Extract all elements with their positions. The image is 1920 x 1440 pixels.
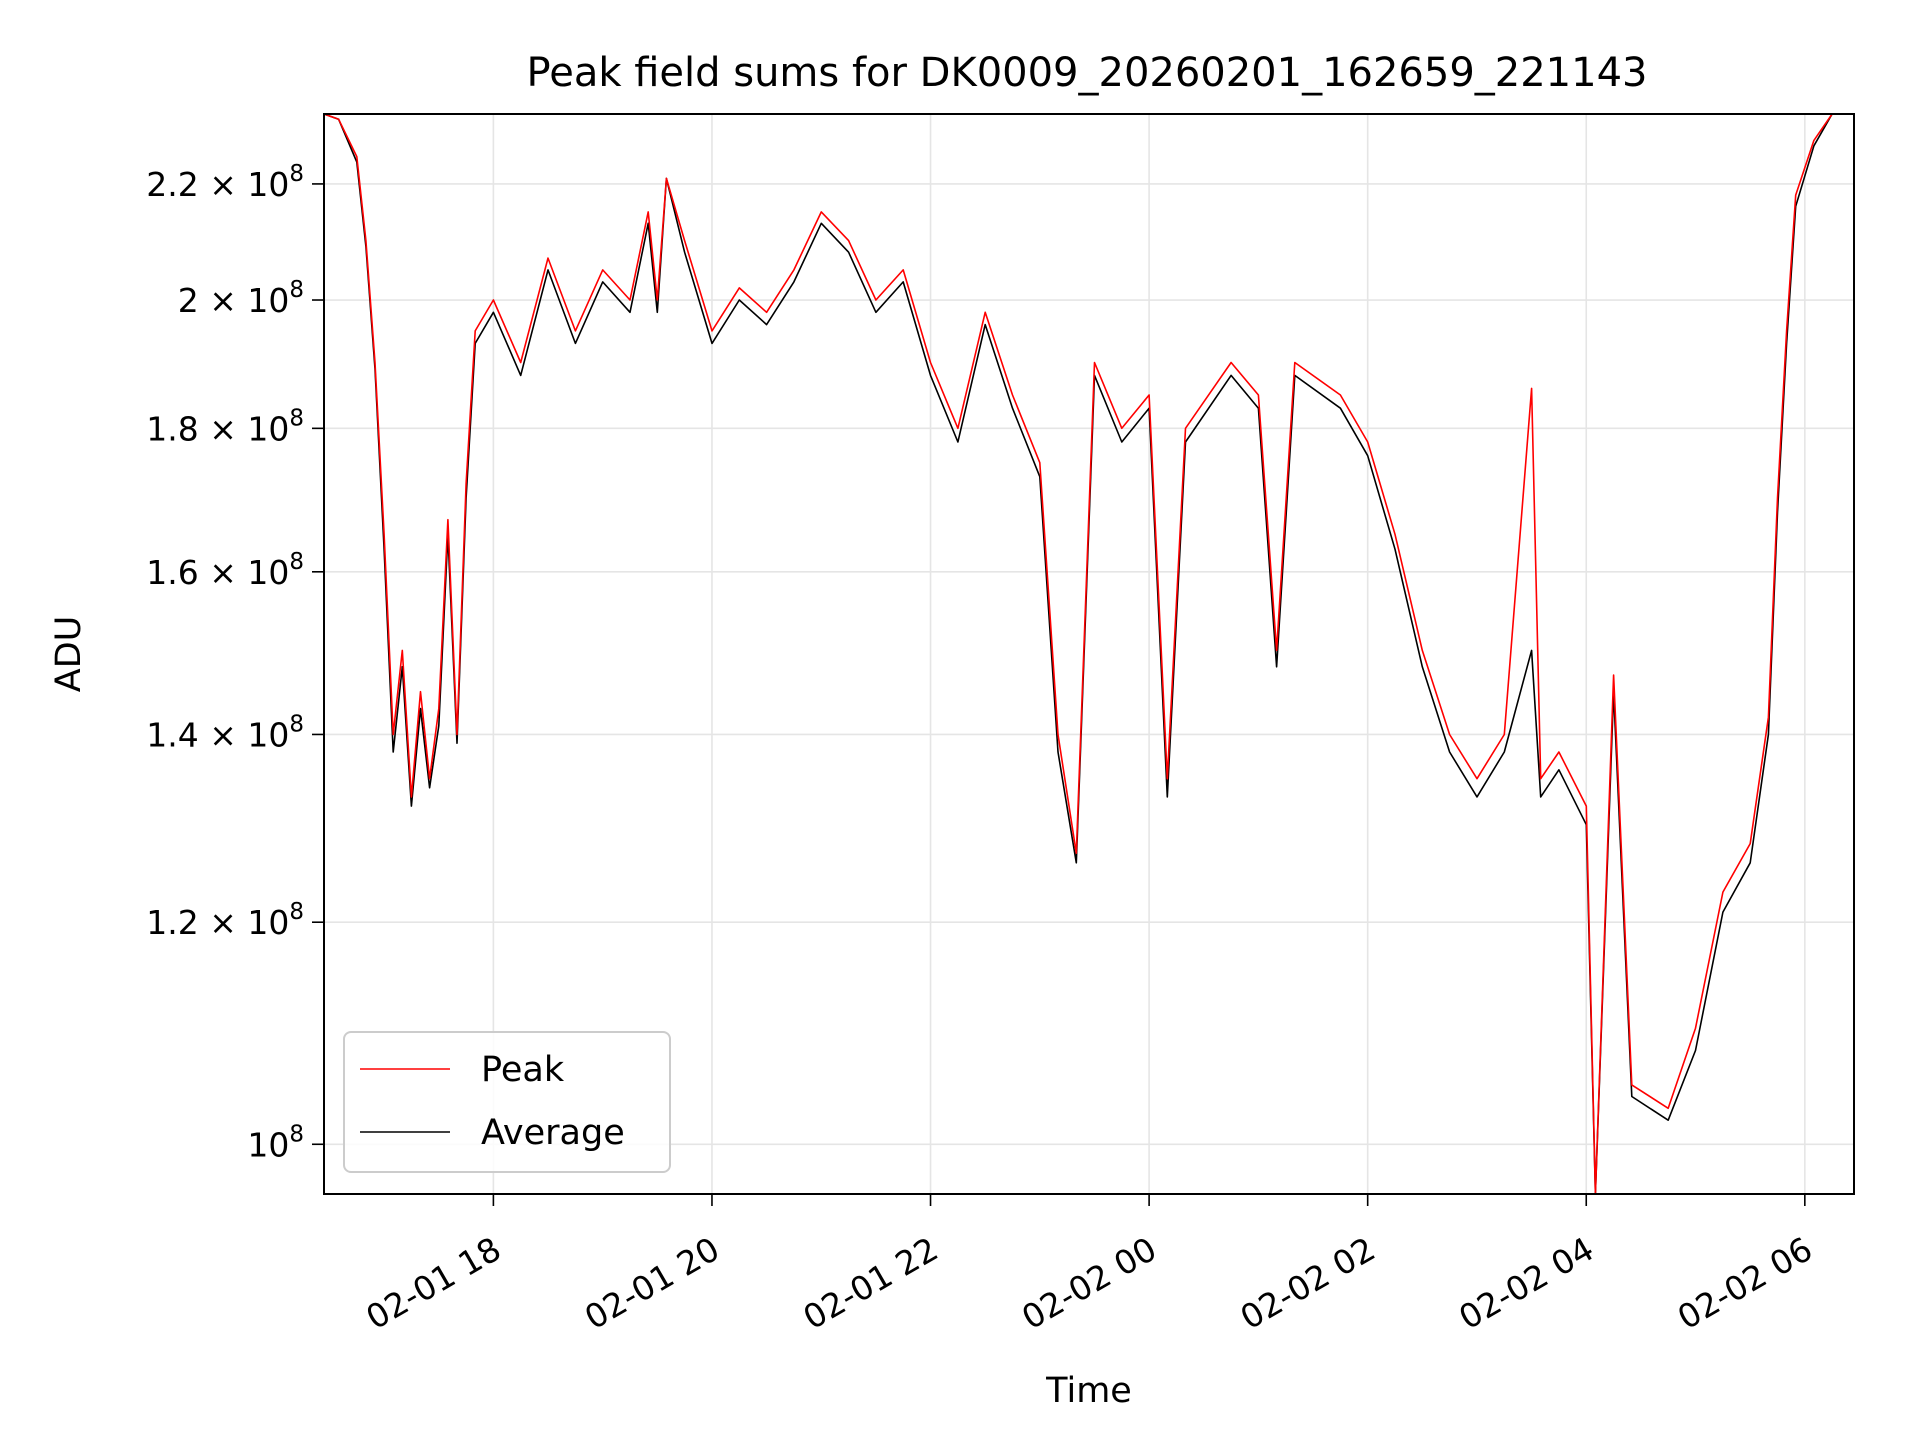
legend-peak-label: Peak (481, 1050, 565, 1090)
legend: Peak Average (343, 1031, 671, 1173)
y-tick-label: 1.2 × 108 (146, 899, 304, 942)
legend-average-label: Average (481, 1113, 625, 1153)
y-tick-label: 2.2 × 108 (146, 161, 304, 204)
y-tick-label: 2 × 108 (178, 277, 304, 320)
plot-frame (323, 113, 1855, 1195)
y-tick-label: 1.6 × 108 (146, 549, 304, 592)
y-tick-label: 1.4 × 108 (146, 711, 304, 754)
y-tick-label: 108 (247, 1121, 304, 1164)
y-axis-ticks: 108 1.2 × 108 1.4 × 108 1.6 × 108 1.8 × 108 2… (146, 161, 324, 1164)
series-layer (324, 114, 1833, 1194)
chart-title: Peak field sums for DK0009_20260201_1626… (527, 50, 1648, 96)
y-tick-label: 1.8 × 108 (146, 405, 304, 448)
series-line-peak (324, 114, 1833, 1194)
legend-box (343, 1031, 671, 1173)
y-axis-label: ADU (49, 616, 89, 693)
x-axis-label: Time (1045, 1371, 1132, 1411)
